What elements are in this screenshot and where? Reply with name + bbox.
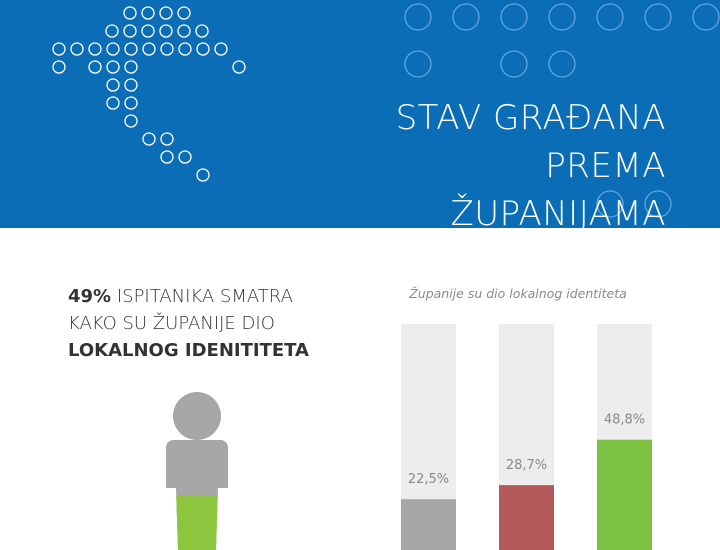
person-head (173, 392, 221, 440)
chart-title: Županije su dio lokalnog identiteta (408, 286, 627, 301)
croatia-map-dots-icon (52, 3, 720, 218)
person-body-fill (166, 496, 228, 550)
headline-bold-text: LOKALNOG IDENITITETA (68, 340, 309, 361)
headline-text-part2: KAKO SU ŽUPANIJE DIO (68, 313, 275, 334)
person-icon (166, 392, 228, 550)
headline-text-part1: ISPITANIKA SMATRA (116, 286, 293, 307)
header-banner: STAV GRAĐANA PREMA ŽUPANIJAMA (0, 0, 720, 228)
banner-title-line1: STAV GRAĐANA PREMA (395, 98, 666, 186)
headline-percent: 49% (68, 286, 112, 307)
bar-2 (499, 485, 554, 550)
bar-1 (401, 499, 456, 550)
banner-title: STAV GRAĐANA PREMA ŽUPANIJAMA (266, 94, 666, 228)
headline-statement: 49% ISPITANIKA SMATRA KAKO SU ŽUPANIJE D… (68, 283, 338, 364)
bar-value-label-1: 22,5% (408, 472, 449, 487)
bar-3 (597, 439, 652, 550)
bar-value-label-3: 48,8% (604, 413, 645, 428)
bar-chart: Županije su dio lokalnog identiteta 22,5… (401, 286, 652, 550)
banner-title-line2: ŽUPANIJAMA (450, 194, 666, 228)
bar-value-label-2: 28,7% (506, 458, 547, 473)
